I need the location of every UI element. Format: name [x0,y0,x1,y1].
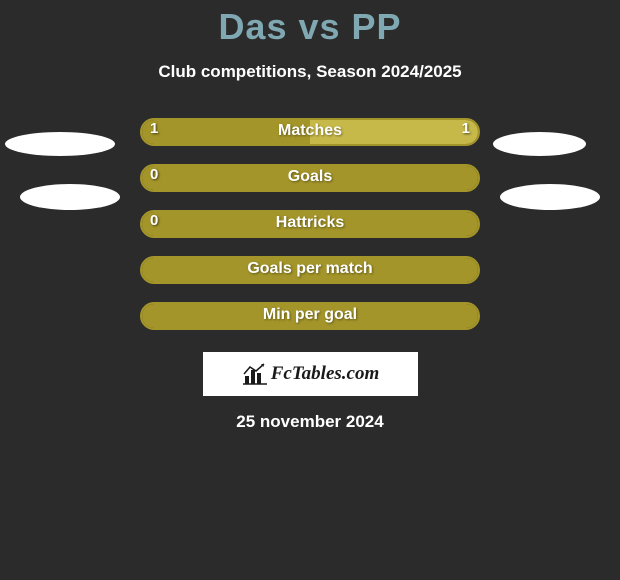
comparison-bar: Min per goal [140,302,480,330]
logo-box: FcTables.com [203,352,418,396]
comparison-row: Min per goal [0,302,620,332]
bar-label: Matches [278,122,342,140]
value-left: 0 [150,212,158,229]
comparison-bar: Hattricks [140,210,480,238]
value-left: 1 [150,120,158,137]
bar-chart-icon [241,362,267,386]
logo-text: FcTables.com [271,363,380,385]
value-right: 1 [462,120,470,137]
bar-label: Hattricks [276,214,344,232]
comparison-row: Goals per match [0,256,620,286]
bar-label: Min per goal [263,306,357,324]
comparison-bar: Matches [140,118,480,146]
comparison-bar: Goals per match [140,256,480,284]
side-ellipse [5,132,115,156]
side-ellipse [20,184,120,210]
comparison-bar: Goals [140,164,480,192]
date-line: 25 november 2024 [0,412,620,432]
subtitle: Club competitions, Season 2024/2025 [0,62,620,82]
bar-label: Goals [288,168,332,186]
side-ellipse [500,184,600,210]
bar-label: Goals per match [247,260,372,278]
value-left: 0 [150,166,158,183]
page-title: Das vs PP [0,6,620,48]
side-ellipse [493,132,586,156]
comparison-row: Hattricks 0 [0,210,620,240]
